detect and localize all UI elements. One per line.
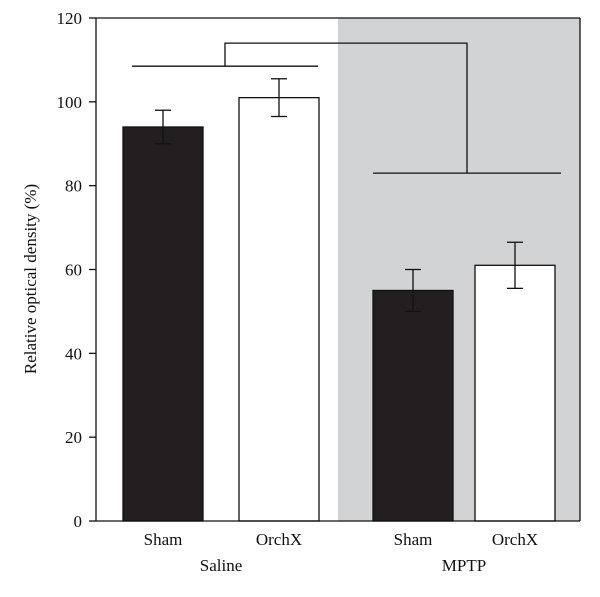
y-tick-label-120: 120	[57, 9, 83, 28]
saline-orchx-category-label: OrchX	[256, 530, 302, 549]
saline-orchx-bar	[238, 96, 320, 522]
saline-sham-category-label: Sham	[144, 530, 183, 549]
significance-brackets-layer	[132, 42, 561, 174]
y-tick-label-20: 20	[65, 428, 82, 447]
y-tick-label-60: 60	[65, 261, 82, 280]
y-tick-label-80: 80	[65, 177, 82, 196]
saline-sham-bar	[122, 126, 204, 522]
labels-layer: Sham OrchX Sham OrchX Saline MPTP 0 20 40 60 80 100…	[57, 9, 539, 575]
axes-layer	[89, 17, 581, 522]
y-tick-label-40: 40	[65, 344, 82, 363]
y-tick-label-0: 0	[74, 512, 83, 531]
y-axis-title: Relative optical density (%)	[21, 184, 40, 374]
mptp-sham-bar	[372, 289, 454, 522]
saline-group-label: Saline	[200, 556, 243, 575]
error-bars-layer	[155, 78, 523, 313]
mptp-orchx-bar	[474, 264, 556, 522]
mptp-group-label: MPTP	[442, 556, 486, 575]
mptp-orchx-category-label: OrchX	[492, 530, 538, 549]
comparison-bracket	[224, 42, 468, 174]
mptp-sham-category-label: Sham	[394, 530, 433, 549]
y-tick-label-100: 100	[57, 93, 83, 112]
